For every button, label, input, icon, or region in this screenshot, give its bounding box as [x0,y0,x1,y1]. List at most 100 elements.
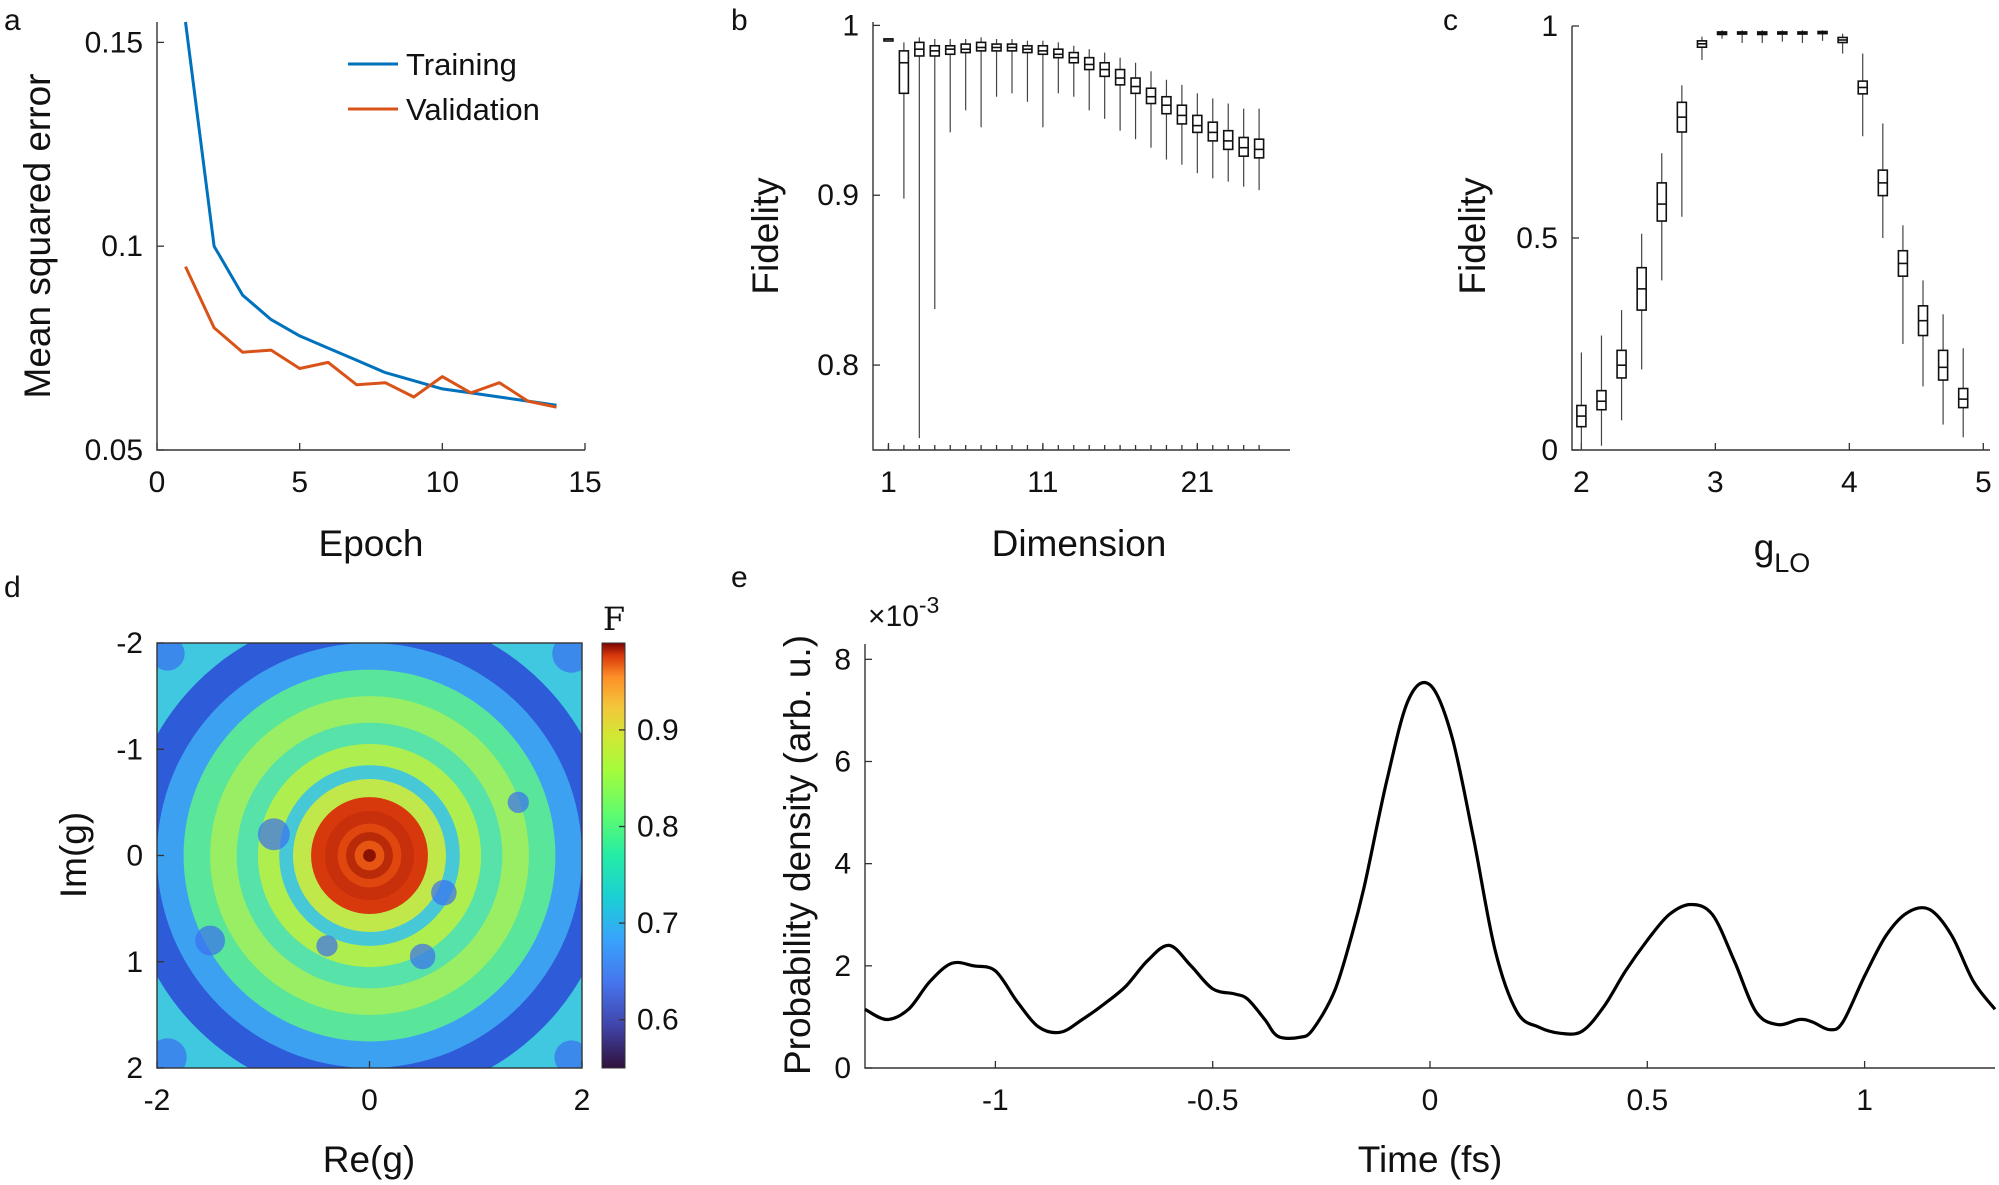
panel-c-box [1877,123,1889,238]
panel-e-ytick-label: 8 [834,643,851,676]
colorbar-tick-label: 0.6 [637,1004,679,1037]
panel-a-axes [156,22,585,451]
panel-c-box [1576,352,1587,450]
panel-d-ytick-label: -2 [116,627,143,660]
panel-b-box [944,38,956,133]
panel-d-ytick-label: -1 [116,733,143,766]
box-iqr [944,44,956,56]
panel-c-box [1837,33,1848,54]
heatmap-blotch [157,643,185,671]
panel-d-xtick-label: 2 [574,1084,591,1117]
panel-a-chart: 0 5 10 15 0.05 0.1 0.15 Training Validation Ep… [17,21,602,564]
box-iqr [1616,349,1627,379]
panel-label-e: e [731,561,748,594]
panel-b-xtick-label: 21 [1181,466,1214,499]
panel-e-ytick-label: 6 [834,745,851,778]
colorbar-tick-label: 0.8 [637,811,679,844]
panel-c-xtick-label: 4 [1841,466,1858,499]
panel-b-box [1006,38,1018,94]
heatmap-blotch [552,643,582,673]
panel-c-axes [1571,26,1990,451]
heatmap-blotch [507,791,529,813]
panel-c-box [1777,30,1788,42]
panel-e-xtick-label: -0.5 [1187,1084,1239,1117]
panel-e-ytick-label: 4 [834,848,851,881]
panel-label-b: b [731,4,748,37]
panel-d-ylabel: Im(g) [53,812,94,898]
box-iqr [1596,389,1607,411]
panel-d-xlabel: Re(g) [323,1139,416,1180]
panel-b-box [1222,103,1234,182]
heatmap-blotch [431,879,457,906]
heatmap-blotch [257,818,290,851]
panel-e-ylabel: Probability density (arb. u.) [777,635,818,1075]
box-iqr [960,43,971,54]
panel-e-multiplier-exponent: -3 [919,592,939,618]
box-iqr [1053,48,1064,59]
panel-e-ytick-label: 2 [834,950,851,983]
panel-b-box [991,38,1002,97]
colorbar-tick-label: 0.9 [637,714,679,747]
legend-training-label: Training [406,47,517,82]
panel-b-box [883,38,894,42]
colorbar [601,642,626,1069]
legend-validation-label: Validation [406,92,540,127]
panel-c-box [1917,280,1929,387]
panel-d-xtick-label: 0 [361,1084,378,1117]
heatmap-blotch [554,1040,582,1068]
panel-b-box [1207,98,1219,179]
panel-c-box [1817,30,1828,41]
panel-e-ytick-label: 0 [834,1052,851,1085]
box-iqr [1114,68,1126,86]
colorbar-tick-label: 0.7 [637,907,679,940]
series-line-training [184,21,557,407]
panel-b-box [1192,93,1203,174]
panel-b-box [1083,49,1095,111]
panel-c-box [1616,310,1627,421]
panel-label-d: d [4,571,21,604]
box-iqr [1083,56,1095,71]
panel-c-xtick-label: 5 [1975,466,1992,499]
panel-b-box [1022,40,1033,102]
panel-c-box [1957,348,1969,438]
panel-c-box [1736,30,1748,43]
panel-c-box [1897,225,1909,344]
panel-c-box [1716,30,1728,39]
box-iqr [1207,121,1219,142]
panel-c-box [1656,153,1668,281]
panel-a-ytick-label: 0.15 [85,26,143,59]
panel-a-legend: Training Validation [348,47,540,127]
panel-b-box [1253,108,1265,191]
box-iqr [1145,87,1157,105]
colorbar-label: F [603,600,625,638]
box-iqr [1130,77,1141,95]
panel-a-xtick-label: 5 [291,466,308,499]
box-iqr [1037,44,1049,56]
panel-e-axes [864,644,1995,1069]
panel-b-ylabel: Fidelity [745,177,786,295]
panel-c-ytick-label: 1 [1541,10,1558,43]
panel-b-box [1161,79,1172,160]
panel-c-ytick-label: 0.5 [1516,222,1558,255]
series-line-density [864,680,1997,1040]
panel-b-box [1099,52,1110,119]
panel-c-xlabel-subscript: LO [1774,548,1810,578]
box-iqr [1253,138,1265,159]
box-iqr [1176,104,1188,125]
panel-b-ytick-label: 1 [842,9,859,42]
heatmap-blotch [316,935,338,957]
panel-b-chart: 1 11 210.80.91 Dimension Fidelity [745,9,1290,564]
panel-a-xlabel: Epoch [319,523,424,564]
panel-e-multiplier-base: ×10 [868,600,919,633]
panel-b-box [1037,40,1049,128]
panel-d-ytick-label: 0 [126,840,143,873]
panel-b-xtick-label: 1 [880,466,897,499]
panel-e-multiplier: ×10-3 [868,592,939,633]
panel-c-xtick-label: 3 [1707,466,1724,499]
panel-c-box [1797,30,1808,43]
panel-a-ylabel: Mean squared error [17,74,58,399]
heatmap-image [157,643,582,1068]
box-iqr [1222,129,1234,151]
panel-c-xlabel-main: g [1754,527,1775,568]
